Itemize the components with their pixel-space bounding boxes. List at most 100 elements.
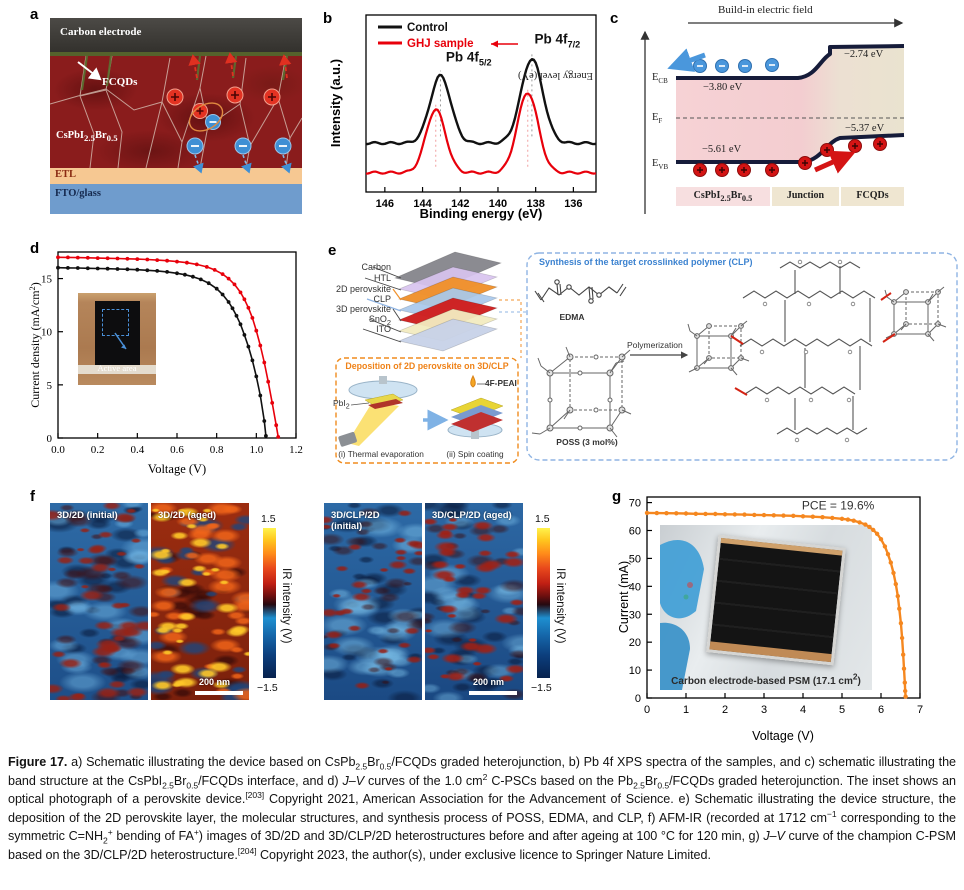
- svg-text:136: 136: [564, 198, 582, 210]
- fpeai-label: 4F-PEAI: [485, 378, 517, 388]
- carbon-electrode-label: Carbon electrode: [60, 26, 142, 38]
- perovskite-label: CsPbI2.5Br0.5: [56, 130, 118, 144]
- polymerization-label: Polymerization: [627, 340, 683, 350]
- module-caption: Carbon electrode-based PSM (17.1 cm2): [671, 671, 861, 687]
- poss-label: POSS (3 mol%): [556, 437, 618, 447]
- svg-text:20: 20: [629, 637, 641, 649]
- vb-left-value: −5.61 eV: [702, 144, 742, 155]
- region-label-perovskite: CsPbI2.5Br0.5: [693, 190, 753, 203]
- hole-drift-arrow: [813, 150, 856, 174]
- svg-text:5: 5: [839, 704, 845, 716]
- colorbar-max: 1.5: [535, 513, 550, 525]
- svg-text:70: 70: [629, 498, 641, 510]
- region-fcqds: [841, 187, 904, 206]
- thermal-evaporation-icon: [338, 376, 418, 447]
- svg-text:0.0: 0.0: [51, 444, 65, 456]
- electron-charges: [186, 114, 292, 155]
- cb-right-value: −2.74 eV: [844, 49, 884, 60]
- layer-label-sno2: SnO2: [368, 314, 391, 327]
- step1-label: (i) Thermal evaporation: [338, 449, 424, 459]
- schematic-overlay: [50, 52, 302, 174]
- svg-text:10: 10: [629, 665, 641, 677]
- synthesis-box-title: Synthesis of the target crosslinked poly…: [539, 257, 753, 267]
- pbi2-label: PbI2: [333, 398, 350, 411]
- panel-f: f 3D/2D (initial) 3D/2D (aged) 200 nm 1.…: [28, 486, 608, 712]
- band-diagram: [640, 18, 905, 214]
- bandgap-region: [676, 46, 904, 162]
- jv-module-xlabel: Voltage (V): [752, 729, 814, 743]
- electron-extraction-arrows: [193, 154, 292, 174]
- carbon-electrode-layer: [50, 18, 302, 52]
- colorbar-min: −1.5: [531, 682, 552, 694]
- hole-extraction-arrows: [188, 52, 292, 79]
- panel-d: d Active area Voltage (V) Current densit…: [28, 236, 330, 486]
- fto-layer: [50, 184, 302, 214]
- afm-label: 3D/2D (initial): [57, 510, 118, 521]
- region-label-junction: Junction: [786, 190, 825, 201]
- svg-text:0: 0: [635, 693, 641, 705]
- panel-letter-b: b: [323, 10, 333, 27]
- svg-text:144: 144: [413, 198, 432, 210]
- device-schematic: Carbon electrode FCQDs CsPbI2.5Br0.5 ETL…: [50, 18, 302, 214]
- region-label-fcqds: FCQDs: [856, 190, 889, 201]
- afm-label: 3D/CLP/2D (aged): [432, 510, 512, 521]
- layer-label-ito: ITO: [376, 324, 391, 334]
- module-photo-inset: Carbon electrode-based PSM (17.1 cm2): [660, 525, 872, 690]
- colorbar: [537, 528, 550, 678]
- panel-letter-e: e: [328, 242, 337, 259]
- active-area-label: Active area: [97, 363, 137, 373]
- svg-text:Pb 4f7/2: Pb 4f7/2: [534, 32, 580, 50]
- legend-control: Control: [407, 22, 448, 34]
- panel-e: e: [325, 238, 962, 482]
- grain-boundaries: [50, 55, 302, 169]
- device-photo-strip: [78, 365, 156, 374]
- jv-module-ylabel: Current (mA): [618, 561, 631, 633]
- svg-text:0.6: 0.6: [170, 444, 184, 456]
- legend-ghj: GHJ sample: [407, 38, 473, 50]
- svg-text:146: 146: [376, 198, 394, 210]
- fcqds-pointer-arrow: [77, 61, 102, 81]
- svg-text:1: 1: [683, 704, 689, 716]
- panel-g: g Carbon electrode-based PSM (17.1 cm2) …: [610, 486, 964, 756]
- deposition-box: [335, 357, 519, 464]
- svg-text:6: 6: [878, 704, 884, 716]
- ecb-label: ECB: [652, 72, 668, 86]
- svg-text:2: 2: [722, 704, 728, 716]
- scale-bar-label: 200 nm: [473, 677, 505, 687]
- spin-coating-icon: [447, 374, 504, 439]
- figure-caption: Figure 17. a) Schematic illustrating the…: [8, 755, 957, 862]
- svg-text:0.4: 0.4: [130, 444, 144, 456]
- ef-label: EF: [652, 112, 663, 126]
- svg-text:0.2: 0.2: [91, 444, 105, 456]
- afm-label: 3D/CLP/2D (initial): [331, 510, 380, 532]
- svg-text:1.2: 1.2: [289, 444, 303, 456]
- svg-text:10: 10: [41, 327, 53, 339]
- panel-letter-d: d: [30, 240, 40, 257]
- svg-text:1.0: 1.0: [249, 444, 263, 456]
- layer-label-htl: HTL: [373, 273, 391, 283]
- svg-text:7: 7: [917, 704, 923, 716]
- energy-axis-label: Energy level (eV): [517, 70, 593, 81]
- colorbar-label: IR intensity (V): [554, 568, 566, 644]
- svg-text:0: 0: [644, 704, 650, 716]
- xps-ylabel: Intensity (a.u.): [328, 59, 343, 147]
- poss-structure: [531, 346, 632, 438]
- jv-cell-xlabel: Voltage (V): [148, 462, 206, 476]
- exciton-ellipse: [188, 102, 224, 132]
- vb-right-value: −5.37 eV: [845, 123, 885, 134]
- svg-text:50: 50: [629, 553, 641, 565]
- afm-image-3d2d-aged: 3D/2D (aged) 200 nm: [151, 503, 249, 700]
- colorbar: [263, 528, 276, 678]
- hole-charges: [166, 86, 281, 119]
- svg-text:0: 0: [47, 433, 53, 445]
- etl-label: ETL: [55, 169, 77, 180]
- evb-label: EVB: [652, 158, 669, 172]
- svg-text:0.8: 0.8: [210, 444, 224, 456]
- structure-schematic: [335, 251, 958, 464]
- svg-text:138: 138: [526, 198, 544, 210]
- jv-cell-chart: Voltage (V) Current density (mA/cm2) 0.0…: [28, 251, 303, 476]
- afm-label: 3D/2D (aged): [158, 510, 217, 521]
- edma-structure: [534, 279, 627, 304]
- device-photo-inset: Active area: [78, 293, 156, 385]
- xps-chart: Binding energy (eV) Intensity (a.u.) Con…: [328, 14, 597, 221]
